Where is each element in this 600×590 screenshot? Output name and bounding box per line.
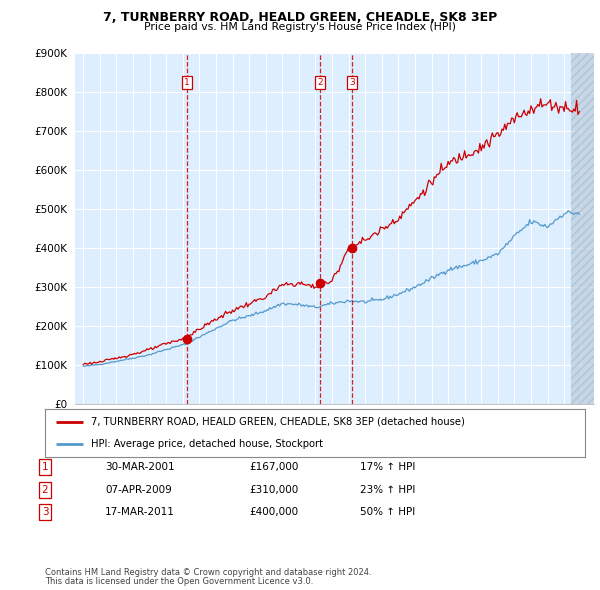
Text: £310,000: £310,000 [249, 485, 298, 494]
Bar [571, 53, 594, 404]
Text: 17-MAR-2011: 17-MAR-2011 [105, 507, 175, 517]
Text: 3: 3 [41, 507, 49, 517]
Text: HPI: Average price, detached house, Stockport: HPI: Average price, detached house, Stoc… [91, 439, 323, 449]
Text: Price paid vs. HM Land Registry's House Price Index (HPI): Price paid vs. HM Land Registry's House … [144, 22, 456, 32]
Text: 30-MAR-2001: 30-MAR-2001 [105, 463, 175, 472]
Text: 7, TURNBERRY ROAD, HEALD GREEN, CHEADLE, SK8 3EP (detached house): 7, TURNBERRY ROAD, HEALD GREEN, CHEADLE,… [91, 417, 465, 427]
Text: Contains HM Land Registry data © Crown copyright and database right 2024.: Contains HM Land Registry data © Crown c… [45, 568, 371, 577]
Text: £167,000: £167,000 [249, 463, 298, 472]
Text: 2: 2 [317, 78, 323, 87]
Text: 7, TURNBERRY ROAD, HEALD GREEN, CHEADLE, SK8 3EP: 7, TURNBERRY ROAD, HEALD GREEN, CHEADLE,… [103, 11, 497, 24]
Text: 50% ↑ HPI: 50% ↑ HPI [360, 507, 415, 517]
Text: 1: 1 [184, 78, 190, 87]
Text: 07-APR-2009: 07-APR-2009 [105, 485, 172, 494]
Text: 17% ↑ HPI: 17% ↑ HPI [360, 463, 415, 472]
Text: 3: 3 [349, 78, 355, 87]
Text: £400,000: £400,000 [249, 507, 298, 517]
Text: This data is licensed under the Open Government Licence v3.0.: This data is licensed under the Open Gov… [45, 578, 313, 586]
Text: 23% ↑ HPI: 23% ↑ HPI [360, 485, 415, 494]
Text: 2: 2 [41, 485, 49, 494]
Text: 1: 1 [41, 463, 49, 472]
